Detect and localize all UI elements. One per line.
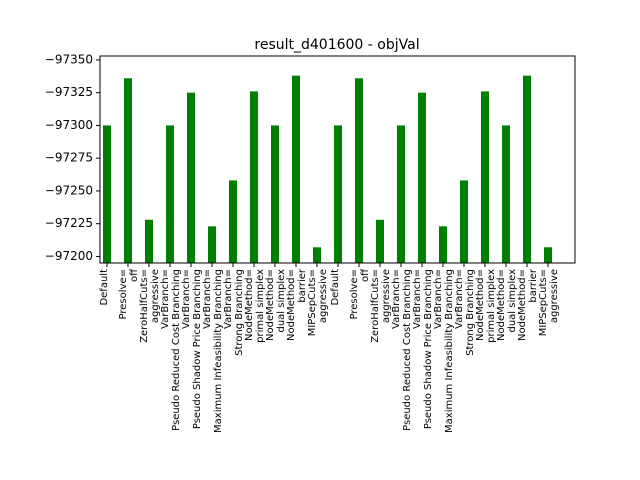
bar [355, 78, 363, 263]
x-tick-label: MIPSepCuts=aggressive [307, 269, 329, 336]
bar [187, 92, 195, 263]
bar [166, 125, 174, 263]
x-tick-label: VarBranch=Maximum Infeasibility Branchin… [433, 269, 455, 433]
x-tick-label: Presolve=off [349, 268, 371, 320]
y-tick-label: −97325 [45, 85, 93, 99]
x-tick-label: NodeMethod=dual simplex [496, 269, 518, 341]
axes-frame [99, 55, 576, 264]
y-tick-label: −97250 [45, 183, 93, 197]
y-tick-label: −97275 [45, 151, 93, 165]
x-tick-label: VarBranch=Maximum Infeasibility Branchin… [202, 269, 224, 433]
bar [292, 75, 300, 263]
x-tick-label: VarBranch=Strong Branching [223, 269, 245, 356]
bar [523, 75, 531, 263]
bar [271, 125, 279, 263]
bar [502, 125, 510, 263]
bar [376, 219, 384, 263]
plot-area: −97350 −97325 −97300 −97275 −97250 −97225 −972… [45, 52, 560, 433]
bar [145, 219, 153, 263]
chart-title: result_d401600 - objVal [254, 37, 419, 53]
bar [460, 180, 468, 263]
bar [229, 180, 237, 263]
x-tick-label: NodeMethod=barrier [517, 268, 539, 341]
bar [124, 78, 132, 263]
bar [208, 226, 216, 263]
x-tick-label: NodeMethod=primal simplex [244, 269, 266, 343]
x-tick-label: NodeMethod=primal simplex [475, 269, 497, 343]
x-tick-label: VarBranch=Pseudo Shadow Price Branching [412, 269, 434, 429]
x-tick-label: VarBranch=Pseudo Reduced Cost Branching [160, 269, 182, 431]
x-tick-label: VarBranch=Pseudo Shadow Price Branching [181, 269, 203, 429]
x-tick-label: NodeMethod=barrier [286, 268, 308, 341]
y-tick-label: −97300 [45, 118, 93, 132]
x-tick-label: Default [99, 269, 110, 306]
bar [397, 125, 405, 263]
bar [313, 247, 321, 263]
x-tick-label: ZeroHalfCuts=aggressive [370, 269, 392, 343]
x-tick-label: Default [330, 269, 341, 306]
bar [481, 91, 489, 264]
y-tick-label: −97200 [45, 249, 93, 263]
x-tick-label: VarBranch=Strong Branching [454, 269, 476, 356]
bar [334, 125, 342, 263]
bar [103, 125, 111, 263]
x-tick-label: NodeMethod=dual simplex [265, 269, 287, 341]
x-tick-label: Presolve=off [118, 268, 140, 320]
x-tick-label: ZeroHalfCuts=aggressive [139, 269, 161, 343]
y-tick-label: −97225 [45, 216, 93, 230]
bar [439, 226, 447, 263]
bar [544, 247, 552, 263]
bar [250, 91, 258, 264]
y-tick-label: −97350 [45, 52, 93, 66]
x-tick-label: MIPSepCuts=aggressive [538, 269, 560, 336]
x-tick-label: VarBranch=Pseudo Reduced Cost Branching [391, 269, 413, 431]
bar [418, 92, 426, 263]
